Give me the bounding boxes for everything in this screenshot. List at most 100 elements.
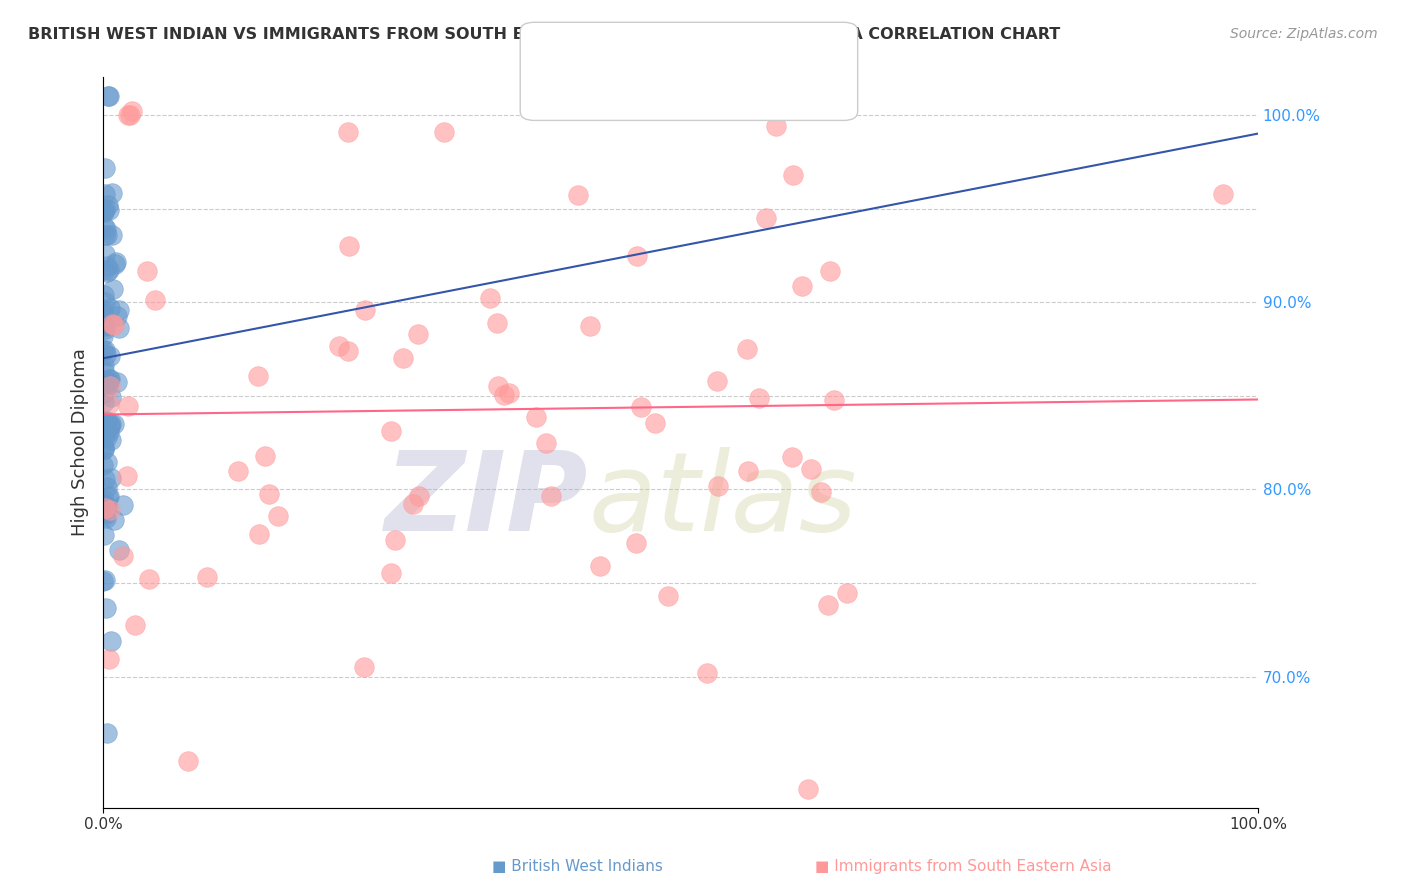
Immigrants from South Eastern Asia — [98, 503, 121, 517]
British West Indians — [96, 455, 118, 469]
British West Indians — [97, 263, 120, 277]
British West Indians — [94, 601, 117, 615]
Y-axis label: High School Diploma: High School Diploma — [72, 349, 89, 536]
British West Indians — [94, 322, 117, 336]
British West Indians — [103, 417, 125, 431]
British West Indians — [93, 442, 115, 456]
British West Indians — [100, 471, 122, 485]
Immigrants from South Eastern Asia — [737, 464, 759, 478]
British West Indians — [93, 288, 115, 302]
British West Indians — [93, 161, 115, 176]
British West Indians — [93, 394, 115, 409]
British West Indians — [93, 385, 115, 400]
British West Indians — [94, 348, 117, 362]
Immigrants from South Eastern Asia — [626, 249, 648, 263]
Text: ■ British West Indians: ■ British West Indians — [492, 859, 664, 874]
Immigrants from South Eastern Asia — [835, 586, 858, 600]
British West Indians — [94, 262, 117, 277]
Immigrants from South Eastern Asia — [755, 211, 778, 225]
Immigrants from South Eastern Asia — [259, 487, 281, 501]
Immigrants from South Eastern Asia — [177, 754, 200, 768]
British West Indians — [93, 492, 115, 507]
British West Indians — [98, 418, 121, 433]
British West Indians — [93, 439, 115, 453]
British West Indians — [93, 328, 115, 343]
British West Indians — [96, 414, 118, 428]
British West Indians — [93, 425, 115, 439]
Immigrants from South Eastern Asia — [117, 469, 139, 483]
Immigrants from South Eastern Asia — [98, 397, 121, 411]
British West Indians — [108, 302, 131, 317]
Immigrants from South Eastern Asia — [138, 572, 160, 586]
Immigrants from South Eastern Asia — [121, 103, 143, 118]
British West Indians — [96, 228, 118, 243]
Immigrants from South Eastern Asia — [353, 303, 375, 318]
Immigrants from South Eastern Asia — [797, 781, 820, 796]
Immigrants from South Eastern Asia — [589, 559, 612, 574]
British West Indians — [96, 418, 118, 433]
British West Indians — [97, 377, 120, 392]
Immigrants from South Eastern Asia — [630, 400, 652, 414]
Text: ■: ■ — [541, 79, 560, 99]
British West Indians — [93, 442, 115, 457]
Text: R = 0.237: R = 0.237 — [565, 46, 641, 61]
British West Indians — [94, 187, 117, 202]
British West Indians — [93, 472, 115, 486]
Immigrants from South Eastern Asia — [195, 570, 218, 584]
British West Indians — [96, 260, 118, 274]
British West Indians — [94, 415, 117, 429]
British West Indians — [100, 390, 122, 404]
British West Indians — [98, 301, 121, 315]
Immigrants from South Eastern Asia — [226, 464, 249, 478]
British West Indians — [93, 204, 115, 219]
Text: atlas: atlas — [588, 448, 856, 555]
Immigrants from South Eastern Asia — [486, 378, 509, 392]
British West Indians — [94, 295, 117, 310]
Immigrants from South Eastern Asia — [433, 125, 456, 139]
British West Indians — [94, 508, 117, 522]
Immigrants from South Eastern Asia — [117, 399, 139, 413]
Immigrants from South Eastern Asia — [408, 489, 430, 503]
British West Indians — [98, 349, 121, 363]
Immigrants from South Eastern Asia — [380, 566, 402, 581]
British West Indians — [97, 89, 120, 103]
Immigrants from South Eastern Asia — [823, 393, 845, 408]
British West Indians — [98, 489, 121, 503]
British West Indians — [96, 726, 118, 740]
Immigrants from South Eastern Asia — [492, 388, 515, 402]
British West Indians — [96, 198, 118, 212]
British West Indians — [107, 320, 129, 334]
British West Indians — [91, 458, 114, 473]
Text: ■ Immigrants from South Eastern Asia: ■ Immigrants from South Eastern Asia — [815, 859, 1112, 874]
British West Indians — [93, 375, 115, 389]
Immigrants from South Eastern Asia — [540, 489, 562, 503]
Immigrants from South Eastern Asia — [101, 318, 124, 332]
Immigrants from South Eastern Asia — [124, 618, 146, 632]
British West Indians — [103, 513, 125, 527]
Immigrants from South Eastern Asia — [696, 666, 718, 681]
Immigrants from South Eastern Asia — [111, 549, 134, 563]
Immigrants from South Eastern Asia — [406, 326, 429, 341]
British West Indians — [98, 202, 121, 217]
Immigrants from South Eastern Asia — [143, 293, 166, 308]
British West Indians — [93, 528, 115, 542]
Immigrants from South Eastern Asia — [818, 264, 841, 278]
Immigrants from South Eastern Asia — [485, 316, 508, 330]
British West Indians — [94, 318, 117, 333]
Immigrants from South Eastern Asia — [328, 338, 350, 352]
British West Indians — [100, 634, 122, 648]
Text: ZIP: ZIP — [385, 448, 588, 555]
British West Indians — [93, 414, 115, 428]
Immigrants from South Eastern Asia — [780, 450, 803, 465]
British West Indians — [105, 376, 128, 390]
British West Indians — [91, 375, 114, 389]
Immigrants from South Eastern Asia — [353, 660, 375, 674]
British West Indians — [96, 510, 118, 524]
British West Indians — [93, 219, 115, 234]
Immigrants from South Eastern Asia — [337, 238, 360, 252]
Immigrants from South Eastern Asia — [578, 318, 600, 333]
Immigrants from South Eastern Asia — [800, 461, 823, 475]
British West Indians — [96, 480, 118, 494]
British West Indians — [93, 204, 115, 219]
Immigrants from South Eastern Asia — [380, 424, 402, 438]
